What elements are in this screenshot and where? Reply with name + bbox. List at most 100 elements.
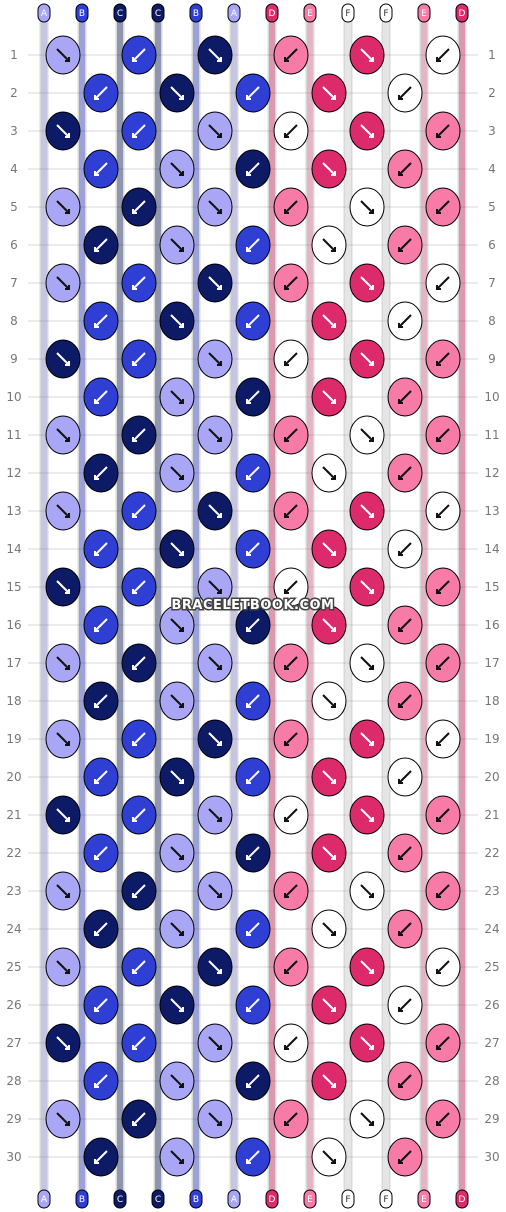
- arrow-icon: [208, 732, 222, 746]
- arrow-icon: [170, 922, 184, 936]
- strand-letter: E: [307, 1195, 313, 1205]
- knot: [425, 947, 461, 987]
- arrowhead-icon: [132, 741, 137, 746]
- arrow-icon: [56, 276, 70, 290]
- knot: [121, 567, 157, 607]
- arrowhead-icon: [369, 741, 374, 746]
- arrow-icon: [436, 48, 450, 62]
- arrowhead-icon: [94, 171, 99, 176]
- row-number-left: 20: [6, 770, 21, 784]
- arrow-icon: [170, 1150, 184, 1164]
- arrow-icon: [246, 1074, 260, 1088]
- knot: [349, 947, 385, 987]
- arrow-icon: [322, 922, 336, 936]
- knot: [311, 909, 347, 949]
- knot: [273, 187, 309, 227]
- knot: [311, 377, 347, 417]
- knot: [387, 1137, 423, 1177]
- arrow-icon: [170, 314, 184, 328]
- arrow-icon: [436, 960, 450, 974]
- arrow-icon: [322, 1074, 336, 1088]
- row-number-left: 10: [6, 390, 21, 404]
- arrowhead-icon: [436, 893, 441, 898]
- row-number-left: 13: [6, 504, 21, 518]
- arrowhead-icon: [284, 969, 289, 974]
- arrowhead-icon: [331, 931, 336, 936]
- arrowhead-icon: [369, 1045, 374, 1050]
- strand-tab: [379, 1189, 393, 1209]
- knot: [83, 1137, 119, 1177]
- arrow-icon: [246, 998, 260, 1012]
- arrowhead-icon: [65, 1045, 70, 1050]
- knot: [273, 491, 309, 531]
- arrowhead-icon: [179, 703, 184, 708]
- arrow-icon: [398, 1150, 412, 1164]
- strand-label-A: A: [227, 1189, 241, 1209]
- knot: [197, 35, 233, 75]
- row-number-left: 25: [6, 960, 21, 974]
- knot: [387, 149, 423, 189]
- arrowhead-icon: [65, 209, 70, 214]
- arrow-icon: [170, 466, 184, 480]
- arrowhead-icon: [65, 665, 70, 670]
- knot: [197, 415, 233, 455]
- knot: [121, 947, 157, 987]
- arrowhead-icon: [65, 1121, 70, 1126]
- arrowhead-icon: [179, 1083, 184, 1088]
- arrow-icon: [132, 808, 146, 822]
- knot: [159, 73, 195, 113]
- strand-letter: F: [383, 9, 388, 19]
- knot: [159, 757, 195, 797]
- strand-letter: A: [41, 9, 48, 19]
- arrowhead-icon: [246, 551, 251, 556]
- row-number-right: 8: [488, 314, 496, 328]
- row-number-right: 23: [484, 884, 499, 898]
- knot: [273, 111, 309, 151]
- knot: [197, 795, 233, 835]
- knot: [273, 795, 309, 835]
- arrow-icon: [246, 314, 260, 328]
- arrowhead-icon: [369, 133, 374, 138]
- arrowhead-icon: [132, 1045, 137, 1050]
- arrow-icon: [284, 732, 298, 746]
- arrowhead-icon: [132, 133, 137, 138]
- knot: [387, 681, 423, 721]
- row-number-left: 9: [10, 352, 18, 366]
- arrow-icon: [208, 960, 222, 974]
- knot: [311, 225, 347, 265]
- arrow-icon: [170, 162, 184, 176]
- arrowhead-icon: [284, 741, 289, 746]
- knot: [197, 491, 233, 531]
- arrow-icon: [436, 276, 450, 290]
- arrow-icon: [398, 162, 412, 176]
- knot: [235, 681, 271, 721]
- arrow-icon: [322, 466, 336, 480]
- arrow-icon: [56, 200, 70, 214]
- knot: [349, 1099, 385, 1139]
- arrow-icon: [246, 86, 260, 100]
- arrowhead-icon: [65, 57, 70, 62]
- row-number-right: 21: [484, 808, 499, 822]
- arrow-icon: [322, 770, 336, 784]
- arrowhead-icon: [246, 703, 251, 708]
- strand-tab: [265, 1189, 279, 1209]
- arrowhead-icon: [65, 361, 70, 366]
- row-number-right: 11: [484, 428, 499, 442]
- arrow-icon: [436, 428, 450, 442]
- knot: [387, 1061, 423, 1101]
- row-number-right: 27: [484, 1036, 499, 1050]
- arrowhead-icon: [132, 665, 137, 670]
- arrow-icon: [284, 276, 298, 290]
- arrow-icon: [94, 770, 108, 784]
- knot-grid: [45, 35, 461, 1177]
- row-number-right: 5: [488, 200, 496, 214]
- strand-letter: B: [79, 1195, 85, 1205]
- knot: [83, 833, 119, 873]
- arrowhead-icon: [94, 1159, 99, 1164]
- arrowhead-icon: [217, 741, 222, 746]
- arrowhead-icon: [246, 475, 251, 480]
- arrowhead-icon: [436, 209, 441, 214]
- arrowhead-icon: [331, 323, 336, 328]
- arrow-icon: [398, 846, 412, 860]
- row-number-left: 21: [6, 808, 21, 822]
